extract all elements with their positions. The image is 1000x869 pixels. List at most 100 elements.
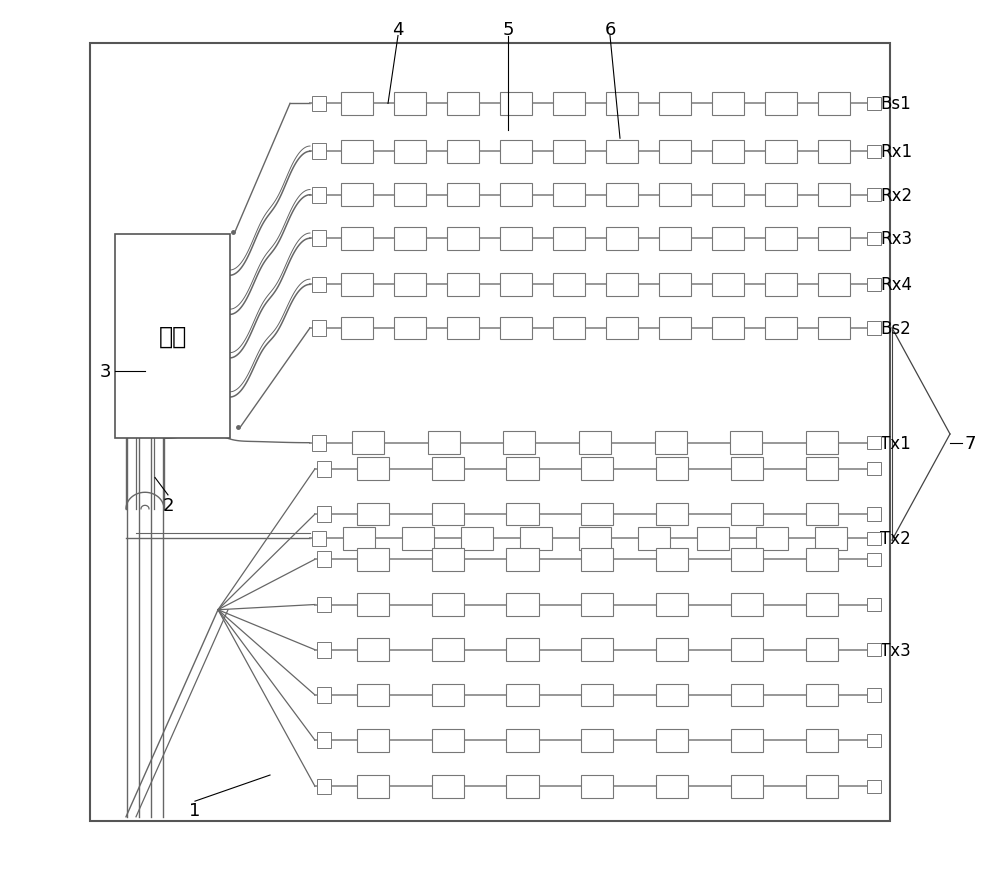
Bar <box>446 184 479 207</box>
Bar <box>765 274 797 296</box>
Bar <box>806 639 838 661</box>
Bar <box>867 643 881 657</box>
Bar <box>356 594 388 616</box>
Text: 2: 2 <box>162 497 174 514</box>
Bar <box>765 141 797 163</box>
Bar <box>655 432 687 454</box>
Bar <box>506 503 538 526</box>
Bar <box>806 729 838 752</box>
Bar <box>500 317 532 340</box>
Bar <box>712 317 744 340</box>
Bar <box>712 184 744 207</box>
Text: 4: 4 <box>392 22 404 39</box>
Text: Tx1: Tx1 <box>880 434 911 452</box>
Bar <box>506 458 538 481</box>
Bar <box>446 317 479 340</box>
Bar <box>356 458 388 481</box>
Bar <box>432 503 464 526</box>
Bar <box>867 189 881 202</box>
Bar <box>446 228 479 250</box>
Bar <box>606 228 638 250</box>
Bar <box>340 317 372 340</box>
Bar <box>552 228 584 250</box>
Text: Rx2: Rx2 <box>880 187 912 204</box>
Bar <box>432 684 464 706</box>
Bar <box>356 775 388 798</box>
Bar <box>312 435 326 451</box>
Bar <box>552 184 584 207</box>
Text: Bs1: Bs1 <box>880 96 911 113</box>
Text: Bs2: Bs2 <box>880 320 911 337</box>
Bar <box>581 594 613 616</box>
Bar <box>867 322 881 335</box>
Bar <box>581 729 613 752</box>
Text: Tx3: Tx3 <box>880 641 911 659</box>
Bar <box>394 141 426 163</box>
Bar <box>731 548 764 571</box>
Bar <box>712 228 744 250</box>
Bar <box>461 527 493 550</box>
Bar <box>806 432 838 454</box>
Bar <box>312 231 326 247</box>
Bar <box>340 228 372 250</box>
Bar <box>712 93 744 116</box>
Bar <box>579 527 611 550</box>
Bar <box>352 432 384 454</box>
Bar <box>656 548 688 571</box>
Bar <box>506 639 538 661</box>
Bar <box>446 93 479 116</box>
Bar <box>312 321 326 336</box>
Bar <box>312 277 326 293</box>
Bar <box>432 458 464 481</box>
Bar <box>867 462 881 476</box>
Text: Tx2: Tx2 <box>880 530 911 547</box>
Bar <box>818 228 850 250</box>
Bar <box>432 729 464 752</box>
Text: 1: 1 <box>189 801 201 819</box>
Bar <box>506 684 538 706</box>
Bar <box>500 228 532 250</box>
Bar <box>656 639 688 661</box>
Bar <box>712 141 744 163</box>
Bar <box>606 317 638 340</box>
Bar <box>394 228 426 250</box>
Bar <box>340 274 372 296</box>
Bar <box>867 145 881 159</box>
Bar <box>806 775 838 798</box>
Bar <box>432 639 464 661</box>
Bar <box>806 548 838 571</box>
Bar <box>656 503 688 526</box>
Bar <box>356 639 388 661</box>
Bar <box>552 141 584 163</box>
Bar <box>356 503 388 526</box>
Bar <box>340 184 372 207</box>
Bar <box>581 458 613 481</box>
Text: Rx4: Rx4 <box>880 276 912 294</box>
Bar <box>579 432 611 454</box>
Bar <box>432 775 464 798</box>
Bar <box>500 93 532 116</box>
Bar <box>312 188 326 203</box>
Bar <box>506 729 538 752</box>
Bar <box>765 317 797 340</box>
Bar <box>402 527 434 550</box>
Bar <box>356 548 388 571</box>
Bar <box>317 507 331 522</box>
Bar <box>500 184 532 207</box>
Bar <box>343 527 375 550</box>
Bar <box>731 458 764 481</box>
Bar <box>731 684 764 706</box>
Bar <box>731 503 764 526</box>
Bar <box>765 228 797 250</box>
Text: Rx3: Rx3 <box>880 230 912 248</box>
Bar <box>765 184 797 207</box>
Bar <box>867 532 881 546</box>
Bar <box>317 687 331 703</box>
Bar <box>731 639 764 661</box>
Bar <box>867 97 881 111</box>
Bar <box>317 461 331 477</box>
Bar <box>659 274 691 296</box>
Bar <box>818 184 850 207</box>
Bar <box>818 317 850 340</box>
Bar <box>806 684 838 706</box>
